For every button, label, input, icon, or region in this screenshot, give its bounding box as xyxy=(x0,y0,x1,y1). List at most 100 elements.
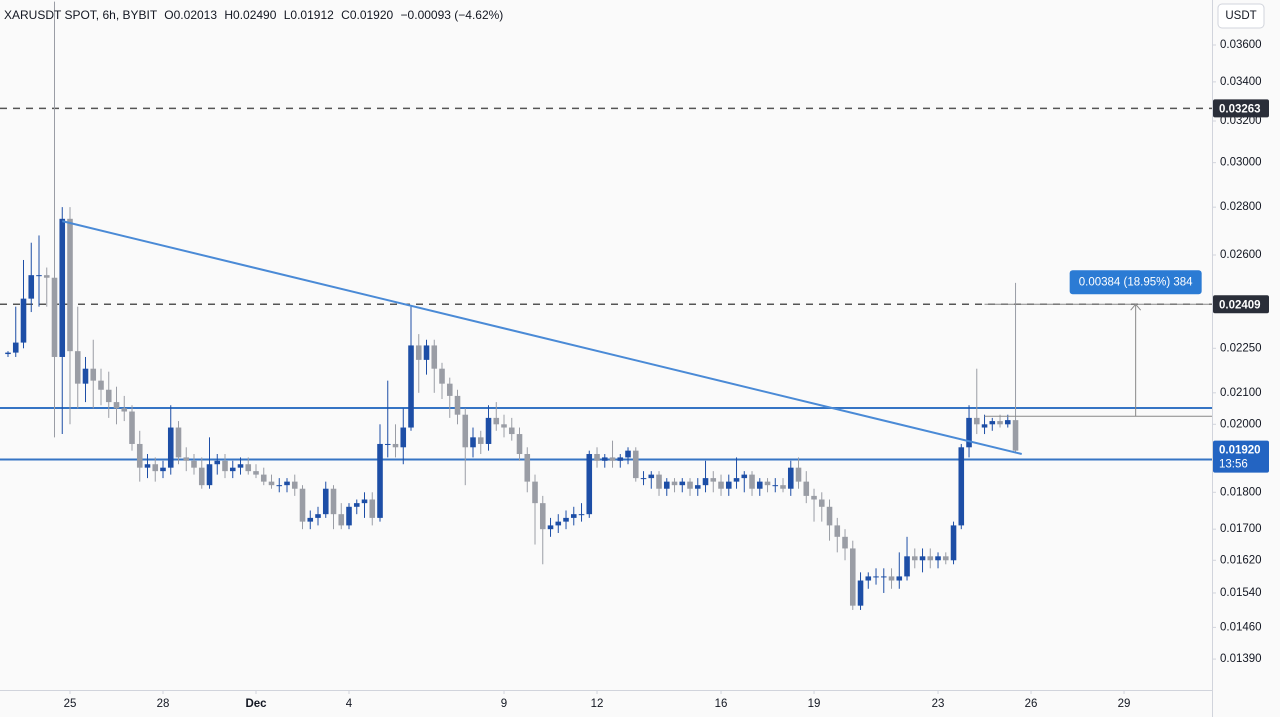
candle-body xyxy=(756,481,763,489)
candle-body xyxy=(253,471,259,475)
candle-body xyxy=(206,464,213,486)
y-tick-label: 0.03600 xyxy=(1220,39,1262,51)
candle-body xyxy=(462,414,469,448)
currency-box[interactable] xyxy=(1217,3,1265,29)
candle-body xyxy=(67,218,73,352)
candle-body xyxy=(12,342,19,353)
candle-body xyxy=(454,395,461,415)
candle-body xyxy=(640,478,647,480)
candle-body xyxy=(470,437,476,448)
candle-body xyxy=(167,427,174,468)
candle-body xyxy=(493,417,500,425)
candle-body xyxy=(865,576,872,581)
candle-body xyxy=(113,402,120,409)
candle-body xyxy=(276,485,283,487)
candle-body xyxy=(245,464,252,472)
currency: USDT xyxy=(1225,10,1256,22)
candle-body xyxy=(74,351,81,384)
y-tick-label: 0.02800 xyxy=(1220,201,1262,213)
candle-body xyxy=(43,275,50,278)
open: O0.02013 xyxy=(164,8,217,22)
candle-body xyxy=(477,437,484,444)
candle-body xyxy=(307,517,314,522)
candle-body xyxy=(617,457,624,461)
candle-body xyxy=(229,467,236,472)
candle-body xyxy=(656,474,662,489)
candle-body xyxy=(508,427,515,435)
candle-body xyxy=(98,380,104,390)
candle-body xyxy=(532,481,538,504)
symbol: XARUSDT SPOT, 6h, BYBIT xyxy=(4,8,158,22)
level-tag-label: 0.02409 xyxy=(1219,299,1261,311)
candle-body xyxy=(369,499,376,518)
candle-body xyxy=(733,478,740,482)
candle-body xyxy=(299,488,306,522)
candle-body xyxy=(539,503,546,530)
candle-body xyxy=(935,556,941,561)
low: L0.01912 xyxy=(284,8,334,22)
candle-body xyxy=(997,421,1003,425)
y-tick-label: 0.01620 xyxy=(1220,554,1262,566)
candle-body xyxy=(555,521,562,526)
candle-body xyxy=(322,488,329,515)
candle-body xyxy=(950,525,957,561)
level-tag xyxy=(1213,295,1269,314)
candle-body xyxy=(888,576,895,581)
candle-body xyxy=(632,450,639,479)
candle-body xyxy=(198,467,205,486)
candle-body xyxy=(927,556,934,561)
candle-body xyxy=(485,417,492,444)
x-tick-label: Dec xyxy=(245,698,267,710)
candle-body xyxy=(384,443,391,445)
candle-body xyxy=(818,499,825,507)
candle-body xyxy=(795,467,802,482)
candle-body xyxy=(90,368,97,381)
candle-body xyxy=(28,275,35,299)
x-tick-label: 12 xyxy=(591,698,604,710)
candle-body xyxy=(772,485,779,487)
y-tick-label: 0.01800 xyxy=(1220,486,1262,498)
candle-body xyxy=(82,368,89,384)
candle-body xyxy=(896,576,903,581)
candle-body xyxy=(981,424,988,428)
measure-label: 0.00384 (18.95%) 384 xyxy=(1079,276,1193,288)
candle-body xyxy=(764,481,771,486)
level-tag xyxy=(1213,99,1269,118)
candle-body xyxy=(501,424,507,428)
candle-body xyxy=(121,408,128,412)
trendline xyxy=(62,220,1022,455)
y-tick-label: 0.03400 xyxy=(1220,76,1262,88)
candle-body xyxy=(268,481,275,486)
candle-body xyxy=(594,454,600,461)
measure-arrowhead xyxy=(1130,303,1142,311)
candle-body xyxy=(260,474,267,482)
candle-body xyxy=(129,411,135,444)
candle-body xyxy=(749,474,755,489)
candle-body xyxy=(942,556,949,561)
candle-body xyxy=(663,481,670,489)
candle-body xyxy=(408,345,414,428)
high: H0.02490 xyxy=(224,8,276,22)
candle-body xyxy=(811,495,817,500)
x-tick-label: 9 xyxy=(501,698,507,710)
x-tick-label: 25 xyxy=(64,698,77,710)
candle-body xyxy=(361,499,368,504)
candle-body xyxy=(377,443,383,518)
level-tag-label: 0.03263 xyxy=(1219,103,1261,115)
x-tick-label: 29 xyxy=(1118,698,1131,710)
candle-body xyxy=(439,368,445,384)
candle-body xyxy=(284,481,290,486)
x-tick-label: 16 xyxy=(715,698,728,710)
candle-body xyxy=(346,506,352,526)
candle-body xyxy=(563,517,569,522)
candle-body xyxy=(880,576,887,578)
candle-body xyxy=(175,427,182,458)
y-tick-label: 0.01540 xyxy=(1220,587,1262,599)
candle-body xyxy=(919,556,926,561)
y-tick-label: 0.01390 xyxy=(1220,653,1262,665)
candle-body xyxy=(524,454,531,482)
y-tick-label: 0.01460 xyxy=(1220,621,1262,633)
